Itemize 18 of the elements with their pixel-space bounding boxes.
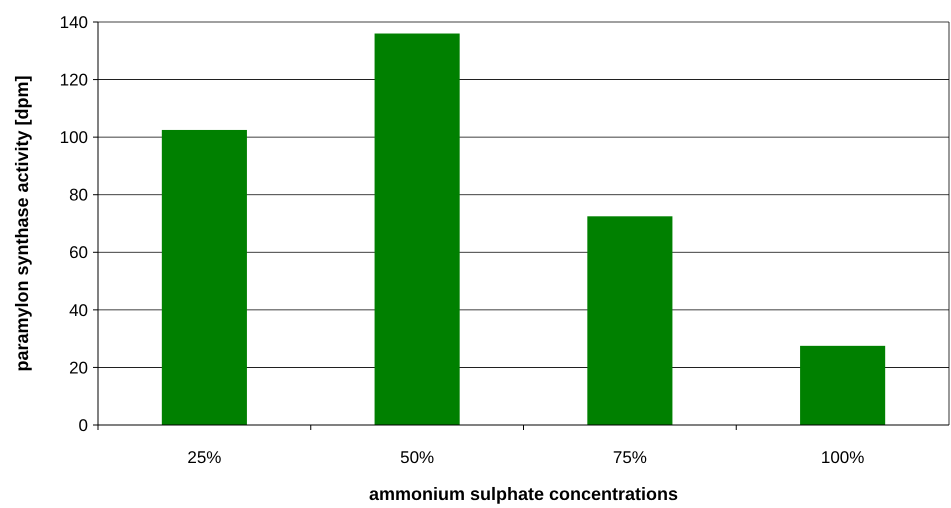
x-axis-title: ammonium sulphate concentrations [368,484,678,504]
y-tick-label: 40 [69,300,88,320]
bar [587,216,672,425]
y-axis-title: paramylon synthase activity [dpm] [12,75,32,372]
y-tick-label: 140 [60,12,88,32]
y-tick-label: 100 [60,128,88,148]
bar [374,34,460,425]
y-tick-label: 20 [69,358,88,378]
y-tick-label: 80 [69,186,88,205]
y-tick-label: 60 [69,243,88,262]
bar [800,346,886,425]
y-tick-label: 0 [78,416,88,435]
x-tick-label: 25% [187,448,222,467]
bar [162,130,247,425]
y-tick-label: 120 [60,70,88,90]
x-tick-label: 50% [400,448,434,467]
x-tick-label: 100% [820,448,864,467]
x-tick-label: 75% [612,448,647,467]
